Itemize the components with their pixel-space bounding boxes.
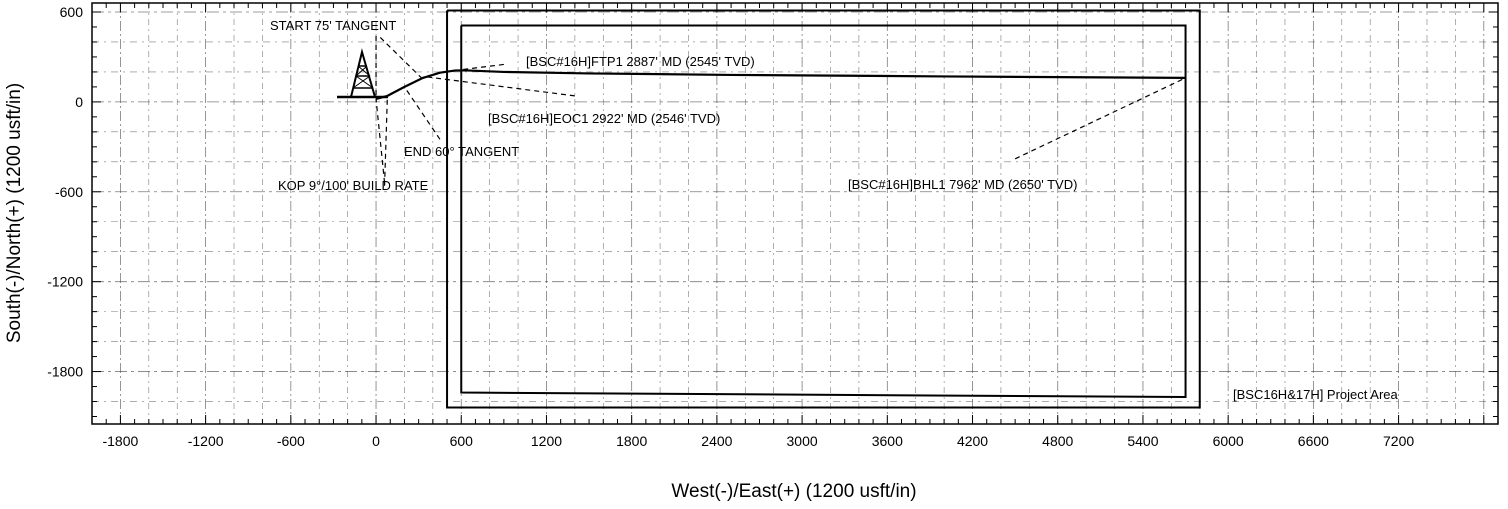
y-tick-label: -1800 (47, 364, 83, 380)
x-tick-label: -1200 (188, 433, 224, 449)
project-area-boundary (447, 10, 1200, 407)
grid (92, 3, 1498, 424)
leader-line (1015, 78, 1185, 159)
x-axis-title: West(-)/East(+) (1200 usft/in) (671, 481, 916, 502)
annotation-label: START 75' TANGENT (270, 18, 396, 33)
annotation-label: [BSC#16H]EOC1 2922' MD (2546' TVD) (488, 111, 720, 126)
x-tick-label: 3000 (787, 433, 818, 449)
well-path-line (376, 70, 1186, 98)
annotation-label: [BSC16H&17H] Project Area (1233, 387, 1399, 402)
x-tick-label: 6600 (1298, 433, 1329, 449)
x-tick-label: 6000 (1213, 433, 1244, 449)
x-tick-label: 4800 (1042, 433, 1073, 449)
annotation-label: [BSC#16H]BHL1 7962' MD (2650' TVD) (848, 177, 1077, 192)
x-tick-label: 1800 (616, 433, 647, 449)
x-tick-label: 4200 (957, 433, 988, 449)
y-tick-label: -1200 (47, 274, 83, 290)
x-axis-ticks: -1800 -1200 -600 0 600 1200 1800 2400 3000 3600 42… (102, 433, 1414, 449)
x-tick-label: 5400 (1127, 433, 1158, 449)
leader-line (404, 87, 440, 139)
leader-line (385, 96, 388, 186)
y-axis-title: South(-)/North(+) (1200 usft/in) (4, 83, 25, 343)
minor-ticks (92, 3, 1498, 424)
y-tick-label: 0 (75, 94, 83, 110)
x-tick-label: 600 (450, 433, 474, 449)
annotation-label: KOP 9°/100' BUILD RATE (278, 178, 429, 193)
project-boundaries (447, 10, 1200, 407)
well-path (376, 70, 1186, 98)
y-tick-label: -600 (55, 184, 83, 200)
drilling-rig-icon (337, 52, 388, 97)
x-tick-label: 3600 (872, 433, 903, 449)
x-tick-label: 0 (372, 433, 380, 449)
x-tick-label: -600 (277, 433, 305, 449)
leader-line (423, 76, 575, 95)
x-tick-label: 7200 (1383, 433, 1414, 449)
y-axis-ticks: 600 0 -600 -1200 -1800 (47, 4, 83, 380)
annotation-label: [BSC#16H]FTP1 2887' MD (2545' TVD) (526, 54, 755, 69)
leader-line (376, 99, 385, 183)
plot-frame (92, 3, 1498, 424)
annotation-label: END 60° TANGENT (404, 144, 519, 159)
x-tick-label: 2400 (701, 433, 732, 449)
x-tick-label: -1800 (102, 433, 138, 449)
x-tick-label: 1200 (531, 433, 562, 449)
y-tick-label: 600 (60, 4, 84, 20)
